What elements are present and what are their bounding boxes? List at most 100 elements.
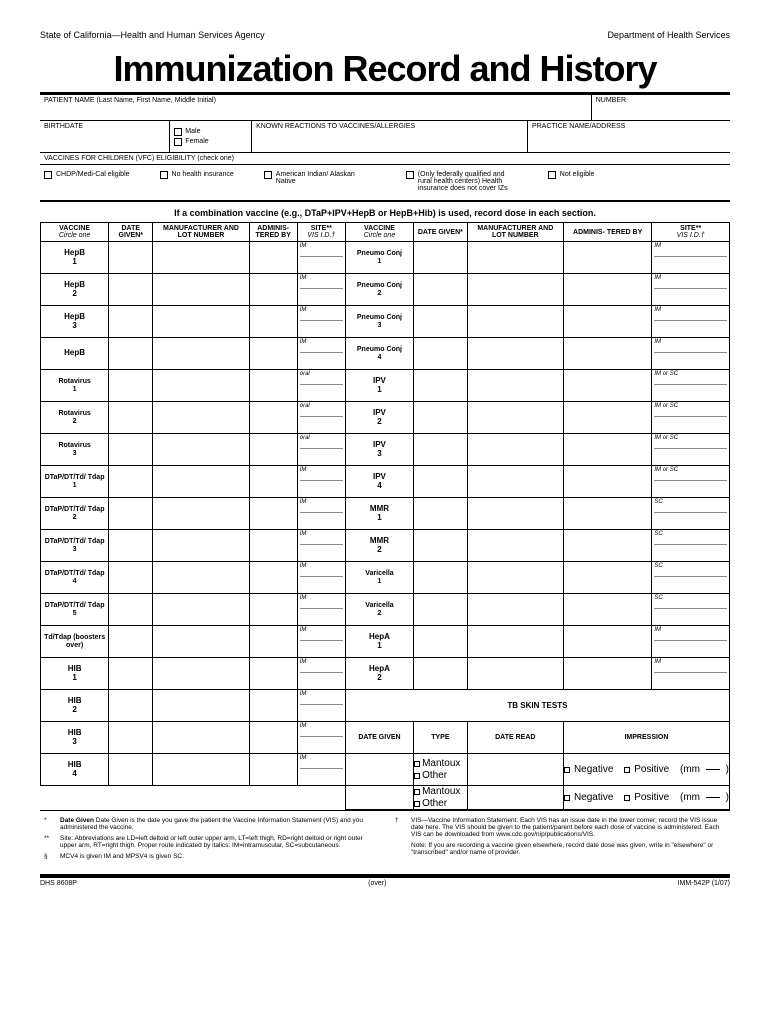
site-cell[interactable]: SC: [652, 594, 730, 626]
site-cell[interactable]: IM: [297, 658, 345, 690]
site-cell[interactable]: IM: [297, 530, 345, 562]
mfr-cell[interactable]: [153, 722, 249, 754]
pos-checkbox[interactable]: [624, 795, 630, 801]
date-cell[interactable]: [109, 658, 153, 690]
mfr-cell[interactable]: [467, 434, 563, 466]
mfr-cell[interactable]: [467, 562, 563, 594]
admin-cell[interactable]: [249, 338, 297, 370]
admin-cell[interactable]: [249, 722, 297, 754]
mfr-cell[interactable]: [153, 530, 249, 562]
admin-cell[interactable]: [249, 562, 297, 594]
mfr-cell[interactable]: [467, 658, 563, 690]
admin-cell[interactable]: [563, 242, 651, 274]
mfr-cell[interactable]: [153, 434, 249, 466]
site-cell[interactable]: IM or SC: [652, 434, 730, 466]
site-cell[interactable]: IM: [297, 562, 345, 594]
admin-cell[interactable]: [563, 306, 651, 338]
mfr-cell[interactable]: [153, 658, 249, 690]
neg-checkbox[interactable]: [564, 767, 570, 773]
mfr-cell[interactable]: [153, 754, 249, 786]
date-cell[interactable]: [109, 594, 153, 626]
admin-cell[interactable]: [563, 626, 651, 658]
site-cell[interactable]: IM: [297, 306, 345, 338]
site-cell[interactable]: SC: [652, 562, 730, 594]
site-cell[interactable]: oral: [297, 402, 345, 434]
tb-date-read-cell[interactable]: [467, 754, 563, 786]
admin-cell[interactable]: [563, 402, 651, 434]
date-cell[interactable]: [414, 626, 468, 658]
vfc-checkbox-4[interactable]: [548, 171, 556, 179]
date-cell[interactable]: [414, 594, 468, 626]
mfr-cell[interactable]: [153, 466, 249, 498]
site-cell[interactable]: IM or SC: [652, 402, 730, 434]
admin-cell[interactable]: [563, 562, 651, 594]
admin-cell[interactable]: [563, 434, 651, 466]
date-cell[interactable]: [109, 530, 153, 562]
date-cell[interactable]: [414, 434, 468, 466]
practice-field[interactable]: PRACTICE NAME/ADDRESS: [528, 121, 730, 152]
admin-cell[interactable]: [563, 370, 651, 402]
admin-cell[interactable]: [249, 306, 297, 338]
date-cell[interactable]: [109, 754, 153, 786]
site-cell[interactable]: IM: [652, 626, 730, 658]
date-cell[interactable]: [109, 690, 153, 722]
site-cell[interactable]: IM: [297, 594, 345, 626]
admin-cell[interactable]: [249, 434, 297, 466]
site-cell[interactable]: oral: [297, 370, 345, 402]
date-cell[interactable]: [109, 306, 153, 338]
admin-cell[interactable]: [249, 626, 297, 658]
mantoux-checkbox[interactable]: [414, 789, 420, 795]
mfr-cell[interactable]: [467, 466, 563, 498]
mfr-cell[interactable]: [467, 402, 563, 434]
date-cell[interactable]: [414, 338, 468, 370]
date-cell[interactable]: [414, 498, 468, 530]
date-cell[interactable]: [109, 434, 153, 466]
date-cell[interactable]: [414, 466, 468, 498]
tb-date-given-cell[interactable]: [345, 786, 413, 810]
admin-cell[interactable]: [563, 498, 651, 530]
tb-date-given-cell[interactable]: [345, 754, 413, 786]
vfc-checkbox-3[interactable]: [406, 171, 414, 179]
vfc-checkbox-2[interactable]: [264, 171, 272, 179]
reactions-field[interactable]: KNOWN REACTIONS TO VACCINES/ALLERGIES: [252, 121, 528, 152]
date-cell[interactable]: [109, 498, 153, 530]
neg-checkbox[interactable]: [564, 795, 570, 801]
mfr-cell[interactable]: [153, 338, 249, 370]
site-cell[interactable]: SC: [652, 530, 730, 562]
site-cell[interactable]: IM: [297, 754, 345, 786]
date-cell[interactable]: [109, 338, 153, 370]
admin-cell[interactable]: [249, 242, 297, 274]
admin-cell[interactable]: [249, 274, 297, 306]
mfr-cell[interactable]: [153, 370, 249, 402]
date-cell[interactable]: [414, 370, 468, 402]
date-cell[interactable]: [414, 402, 468, 434]
site-cell[interactable]: IM: [297, 274, 345, 306]
site-cell[interactable]: IM or SC: [652, 466, 730, 498]
mfr-cell[interactable]: [153, 562, 249, 594]
mfr-cell[interactable]: [467, 274, 563, 306]
admin-cell[interactable]: [249, 530, 297, 562]
patient-name-field[interactable]: PATIENT NAME (Last Name, First Name, Mid…: [40, 95, 592, 120]
mfr-cell[interactable]: [467, 338, 563, 370]
admin-cell[interactable]: [249, 370, 297, 402]
mfr-cell[interactable]: [153, 242, 249, 274]
date-cell[interactable]: [414, 658, 468, 690]
mfr-cell[interactable]: [467, 626, 563, 658]
mfr-cell[interactable]: [153, 594, 249, 626]
date-cell[interactable]: [414, 562, 468, 594]
admin-cell[interactable]: [563, 466, 651, 498]
admin-cell[interactable]: [249, 402, 297, 434]
site-cell[interactable]: IM: [652, 338, 730, 370]
admin-cell[interactable]: [563, 274, 651, 306]
admin-cell[interactable]: [563, 338, 651, 370]
male-checkbox[interactable]: [174, 128, 182, 136]
mfr-cell[interactable]: [153, 306, 249, 338]
mfr-cell[interactable]: [467, 370, 563, 402]
admin-cell[interactable]: [249, 498, 297, 530]
date-cell[interactable]: [109, 242, 153, 274]
other-checkbox[interactable]: [414, 801, 420, 807]
date-cell[interactable]: [109, 626, 153, 658]
mfr-cell[interactable]: [153, 274, 249, 306]
site-cell[interactable]: IM: [297, 242, 345, 274]
date-cell[interactable]: [109, 466, 153, 498]
